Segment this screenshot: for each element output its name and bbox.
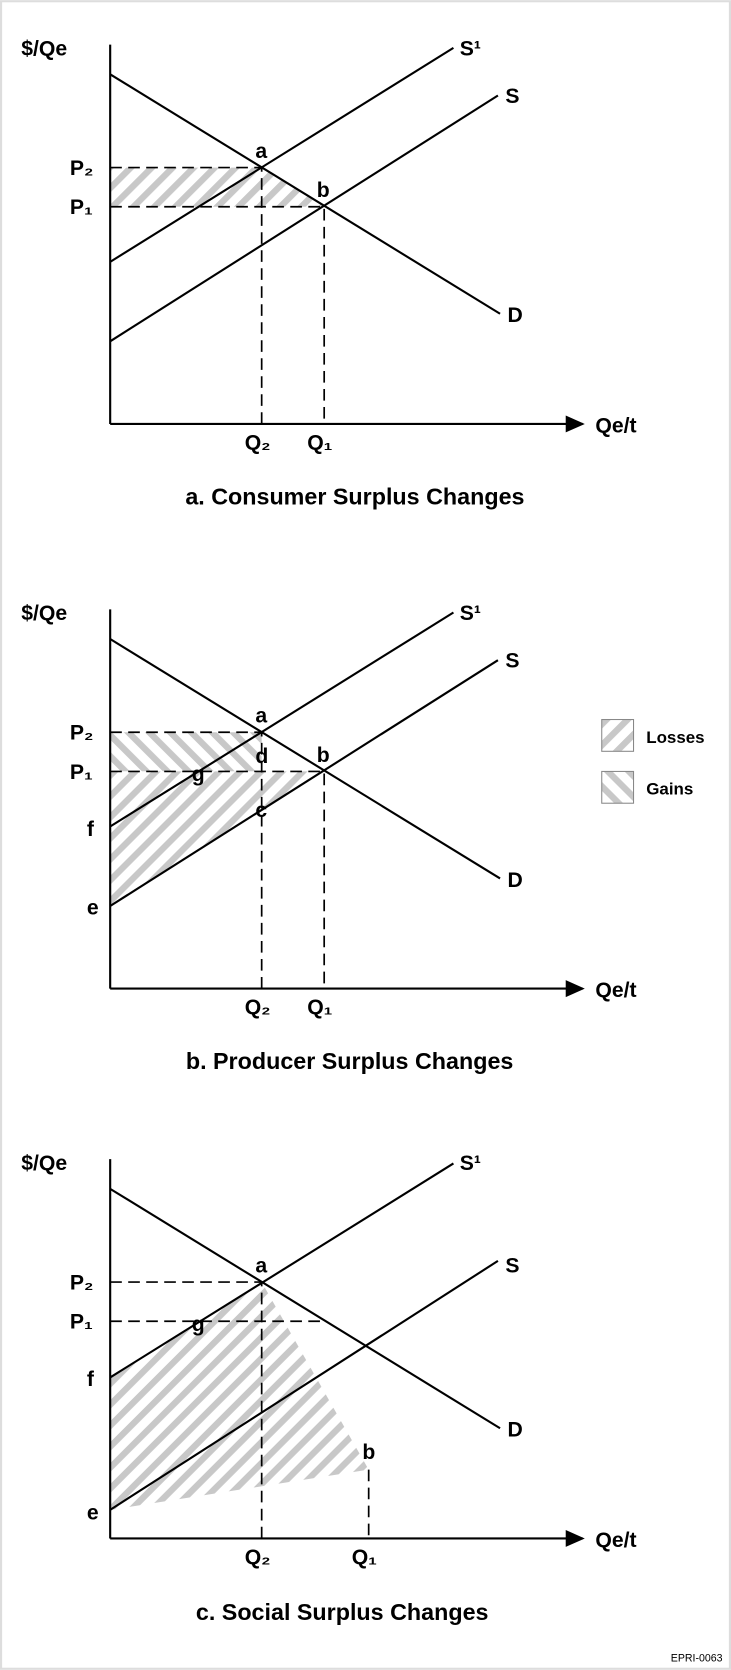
caption: c. Social Surplus Changes: [196, 1599, 489, 1625]
hatched-area: [110, 167, 325, 207]
point-label: c: [255, 799, 267, 822]
point-label: g: [192, 763, 205, 786]
point-label: e: [87, 1501, 99, 1524]
point-label: g: [192, 1313, 205, 1336]
dashed-guides: [110, 166, 326, 424]
line-label: S¹: [460, 602, 481, 625]
point-label: a: [255, 705, 267, 728]
y-axis-label: $/Qe: [21, 37, 67, 60]
line-label: S: [505, 85, 519, 108]
y-axis-label: $/Qe: [21, 1152, 67, 1175]
panel-c: $/Qe Qe/t S¹ S D a b g f e P₂ P₁ Q₂ Q₁ c…: [21, 1152, 636, 1625]
quantity-label: Q₂: [245, 1546, 271, 1569]
line-label: D: [507, 1419, 522, 1442]
line-label: D: [507, 869, 522, 892]
price-label: P₁: [70, 761, 93, 784]
point-label: f: [87, 1368, 95, 1391]
demand-line: [109, 1187, 501, 1430]
quantity-label: Q₁: [352, 1546, 377, 1569]
legend-swatch: [601, 718, 635, 752]
supply-line: [109, 94, 499, 343]
demand-line: [109, 638, 501, 880]
price-label: P₁: [70, 196, 93, 219]
line-label: S¹: [460, 1152, 481, 1175]
quantity-label: Q₂: [245, 996, 271, 1019]
point-label: d: [255, 745, 268, 768]
point-label: e: [87, 896, 99, 919]
hatched-area: [110, 1282, 369, 1510]
supply-new-line: [109, 611, 454, 828]
x-axis-label: Qe/t: [595, 1529, 636, 1552]
y-axis-label: $/Qe: [21, 602, 67, 625]
legend-label: Gains: [646, 780, 693, 799]
legend-swatch: [601, 770, 635, 804]
price-label: P₁: [70, 1311, 93, 1334]
price-label: P₂: [70, 157, 94, 180]
caption: a. Consumer Surplus Changes: [185, 483, 524, 509]
caption: b. Producer Surplus Changes: [186, 1048, 514, 1074]
panel-a: $/Qe Qe/t S¹ S D a b P₂ P₁ Q₂ Q₁ a. Cons…: [21, 37, 636, 509]
dashed-guides: [110, 731, 326, 989]
gains-area: [110, 732, 262, 772]
point-label: a: [255, 1255, 267, 1278]
point-label: b: [362, 1441, 375, 1464]
line-label: S¹: [460, 37, 481, 60]
line-label: D: [507, 304, 522, 327]
quantity-label: Q₁: [307, 431, 332, 454]
price-label: P₂: [70, 722, 94, 745]
legend-label: Losses: [646, 728, 704, 747]
demand-line: [109, 73, 501, 315]
point-label: b: [317, 179, 330, 202]
point-label: f: [87, 818, 95, 841]
price-label: P₂: [70, 1271, 94, 1294]
supply-new-line: [109, 46, 454, 263]
supply-line: [109, 1259, 499, 1511]
quantity-label: Q₁: [307, 996, 332, 1019]
x-axis-label: Qe/t: [595, 979, 636, 1002]
point-label: b: [317, 744, 330, 767]
x-axis-label: Qe/t: [595, 414, 636, 437]
point-label: a: [255, 140, 267, 163]
supply-new-line: [109, 1162, 454, 1379]
line-label: S: [505, 650, 519, 673]
supply-line: [109, 659, 499, 907]
quantity-label: Q₂: [245, 431, 271, 454]
panel-b: $/Qe Qe/t S¹ S D a b c d g f e P₂ P₁ Q₂ …: [21, 602, 704, 1074]
line-label: S: [505, 1255, 519, 1278]
dashed-guides: [110, 1281, 370, 1539]
footer: EPRI-0063: [671, 1652, 723, 1664]
